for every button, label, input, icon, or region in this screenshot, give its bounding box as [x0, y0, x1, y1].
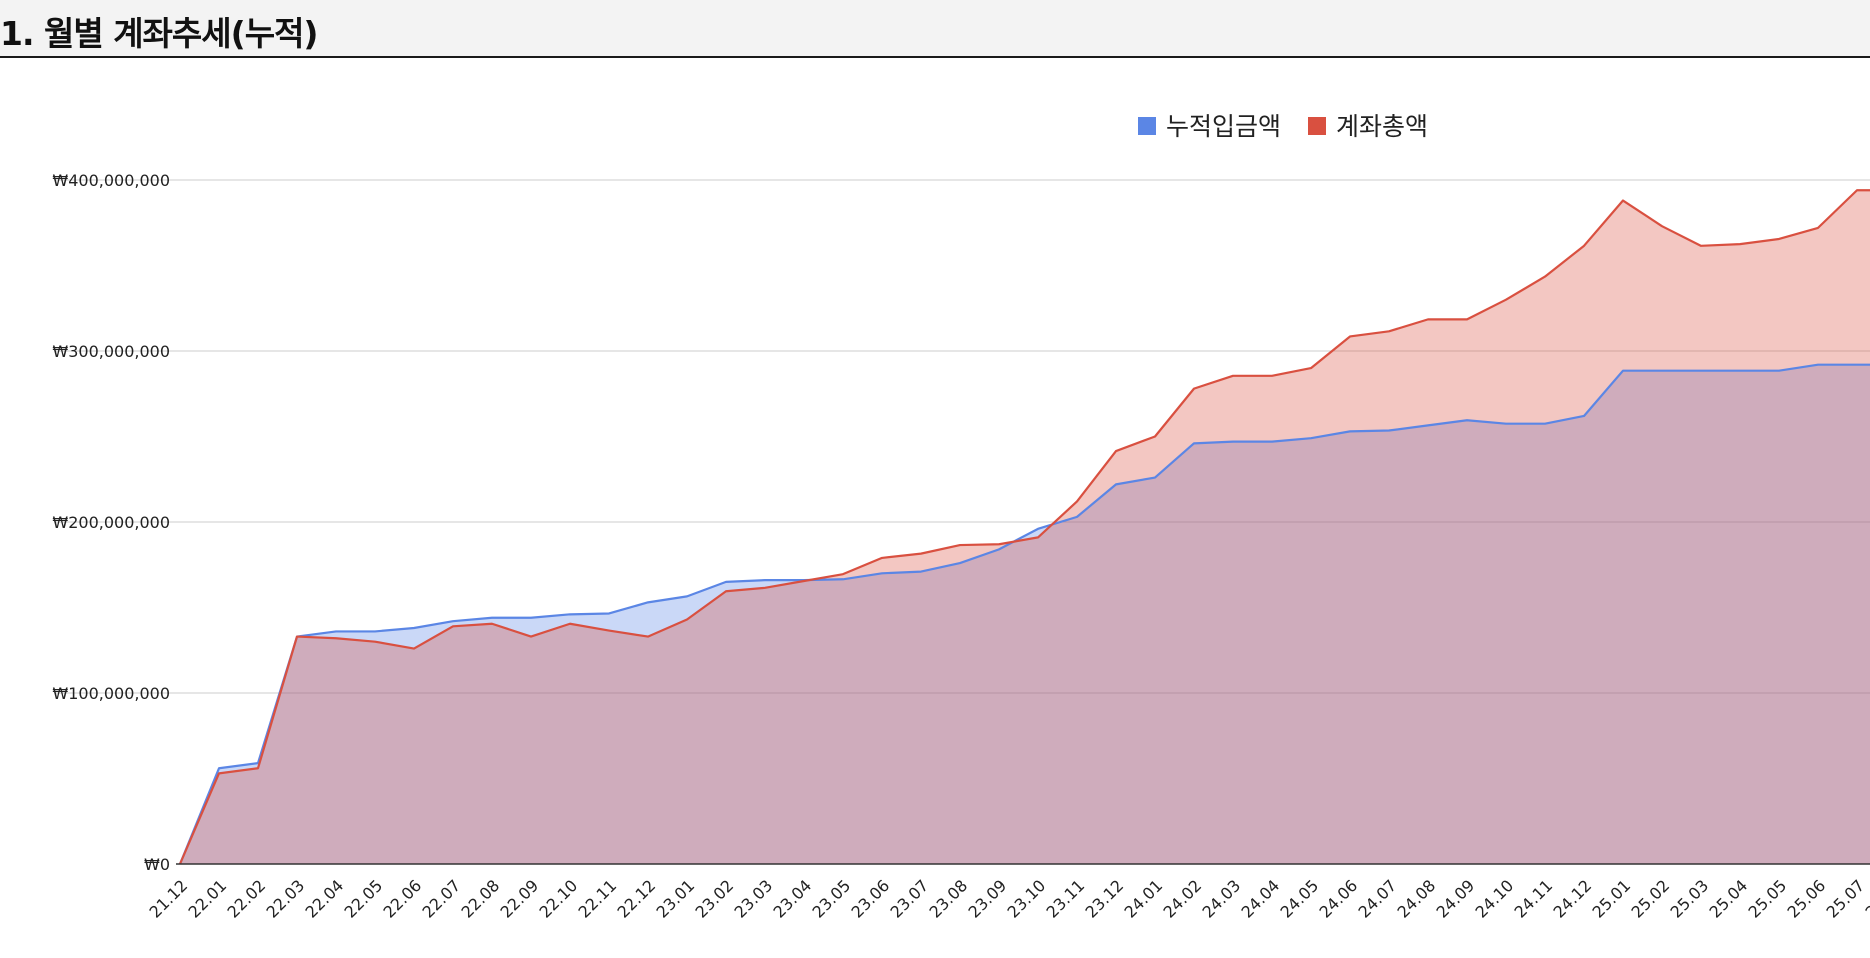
title-bar: 1. 월별 계좌추세(누적) [0, 0, 1870, 58]
series-area-0 [180, 364, 1870, 864]
x-tick-label: 24.03 [1198, 876, 1244, 922]
x-tick-label: 22.04 [301, 876, 347, 922]
x-tick-label: 22.08 [457, 876, 503, 922]
x-tick-label: 24.10 [1471, 876, 1517, 922]
x-tick-label: 24.05 [1276, 876, 1322, 922]
x-tick-label: 25.03 [1666, 876, 1712, 922]
x-tick-label: 22.10 [535, 876, 581, 922]
series-line-0 [178, 363, 1870, 865]
y-tick-label: ₩300,000,000 [52, 342, 170, 361]
y-tick-label: ₩200,000,000 [52, 513, 170, 532]
x-tick-label: 25.04 [1705, 876, 1751, 922]
x-tick-label: 23.04 [769, 876, 815, 922]
x-tick-label: 22.03 [262, 876, 308, 922]
y-tick-label: ₩0 [144, 855, 170, 874]
x-tick-label: 23.07 [886, 876, 932, 922]
x-tick-label: 25.01 [1588, 876, 1634, 922]
legend-item-0: 누적입금액 [1138, 112, 1281, 141]
page-title: 1. 월별 계좌추세(누적) [0, 14, 319, 53]
y-tick-label: ₩100,000,000 [52, 684, 170, 703]
x-tick-label: 25.08 [1861, 876, 1870, 922]
legend-swatch [1308, 117, 1326, 135]
x-tick-label: 22.06 [379, 876, 425, 922]
x-tick-label: 22.01 [184, 876, 230, 922]
x-tick-label: 24.11 [1510, 876, 1556, 922]
legend-label: 누적입금액 [1166, 112, 1281, 141]
y-tick-label: ₩400,000,000 [52, 171, 170, 190]
x-tick-label: 24.07 [1354, 876, 1400, 922]
x-tick-label: 23.06 [847, 876, 893, 922]
x-tick-label: 25.06 [1783, 876, 1829, 922]
x-tick-label: 23.12 [1081, 876, 1127, 922]
area-chart: ₩0 ₩100,000,000 ₩200,000,000 ₩300,000,000 ₩4… [52, 112, 1870, 922]
x-tick-label: 25.07 [1822, 876, 1868, 922]
x-tick-label: 24.08 [1393, 876, 1439, 922]
x-tick-label: 22.02 [223, 876, 269, 922]
x-tick-label: 23.09 [964, 876, 1010, 922]
chart-area: ₩0 ₩100,000,000 ₩200,000,000 ₩300,000,000 ₩4… [0, 60, 1870, 958]
x-tick-label: 21.12 [145, 876, 191, 922]
legend-label: 계좌총액 [1336, 112, 1428, 141]
x-tick-label: 25.05 [1744, 876, 1790, 922]
x-tick-label: 24.09 [1432, 876, 1478, 922]
x-tick-label: 23.08 [925, 876, 971, 922]
x-tick-label: 24.04 [1237, 876, 1283, 922]
x-tick-label: 25.02 [1627, 876, 1673, 922]
x-tick-label: 23.01 [652, 876, 698, 922]
x-tick-label: 24.02 [1159, 876, 1205, 922]
x-tick-label: 23.03 [730, 876, 776, 922]
x-tick-label: 24.12 [1549, 876, 1595, 922]
x-tick-label: 22.09 [496, 876, 542, 922]
x-tick-label: 22.05 [340, 876, 386, 922]
x-tick-label: 23.11 [1042, 876, 1088, 922]
series-area-1 [180, 190, 1870, 864]
x-tick-label: 23.02 [691, 876, 737, 922]
x-tick-label: 22.11 [574, 876, 620, 922]
x-tick-label: 23.05 [808, 876, 854, 922]
series-line-1 [178, 189, 1870, 865]
x-tick-label: 22.07 [418, 876, 464, 922]
legend-swatch [1138, 117, 1156, 135]
x-tick-label: 24.01 [1120, 876, 1166, 922]
x-tick-label: 22.12 [613, 876, 659, 922]
x-tick-label: 24.06 [1315, 876, 1361, 922]
legend-item-1: 계좌총액 [1308, 112, 1428, 141]
x-tick-label: 23.10 [1003, 876, 1049, 922]
